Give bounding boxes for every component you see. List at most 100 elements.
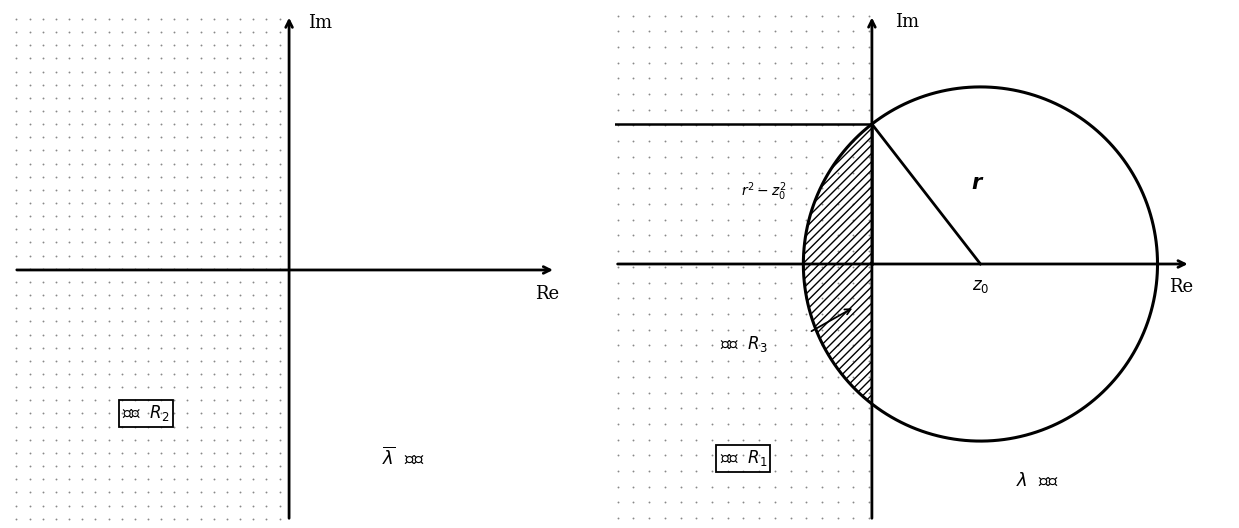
Point — [781, 373, 800, 381]
Point — [72, 331, 92, 339]
Point — [230, 409, 250, 418]
Text: 区域  $R_3$: 区域 $R_3$ — [720, 334, 767, 354]
Point — [217, 28, 237, 36]
Point — [138, 146, 157, 155]
Point — [191, 514, 211, 523]
Point — [781, 59, 800, 67]
Point — [46, 331, 66, 339]
Point — [230, 54, 250, 63]
Point — [270, 159, 290, 168]
Point — [717, 106, 737, 114]
Point — [256, 186, 276, 194]
Point — [717, 90, 737, 98]
Point — [812, 106, 831, 114]
Point — [59, 133, 79, 142]
Point — [859, 514, 878, 522]
Point — [764, 483, 784, 491]
Point — [125, 133, 145, 142]
Point — [639, 231, 659, 240]
Point — [256, 265, 276, 273]
Point — [733, 59, 753, 67]
Point — [125, 331, 145, 339]
Point — [655, 215, 675, 224]
Point — [608, 325, 628, 334]
Point — [112, 331, 131, 339]
Point — [6, 383, 26, 391]
Point — [243, 251, 263, 260]
Point — [655, 278, 675, 287]
Point — [177, 80, 197, 89]
Point — [72, 449, 92, 457]
Point — [655, 59, 675, 67]
Point — [217, 331, 237, 339]
Point — [59, 225, 79, 233]
Point — [6, 356, 26, 365]
Point — [256, 251, 276, 260]
Point — [733, 184, 753, 193]
Point — [217, 462, 237, 470]
Point — [46, 238, 66, 247]
Point — [256, 41, 276, 50]
Text: $z_0$: $z_0$ — [971, 278, 989, 295]
Point — [256, 356, 276, 365]
Point — [717, 200, 737, 208]
Point — [177, 396, 197, 404]
Point — [191, 133, 211, 142]
Point — [733, 278, 753, 287]
Point — [204, 436, 224, 444]
Point — [165, 436, 185, 444]
Point — [608, 451, 628, 459]
Point — [797, 498, 817, 507]
Point — [217, 291, 237, 299]
Point — [703, 294, 722, 303]
Point — [99, 93, 119, 102]
Point — [112, 54, 131, 63]
Point — [230, 67, 250, 76]
Point — [33, 107, 53, 115]
Point — [686, 388, 706, 397]
Point — [608, 357, 628, 365]
Point — [230, 514, 250, 523]
Point — [686, 262, 706, 271]
Point — [717, 121, 737, 130]
Point — [270, 173, 290, 181]
Point — [151, 15, 171, 23]
Point — [191, 54, 211, 63]
Point — [750, 59, 769, 67]
Point — [217, 409, 237, 418]
Point — [781, 43, 800, 51]
Point — [151, 356, 171, 365]
Point — [256, 383, 276, 391]
Point — [230, 436, 250, 444]
Point — [138, 120, 157, 128]
Point — [717, 467, 737, 475]
Point — [165, 356, 185, 365]
Point — [72, 436, 92, 444]
Point — [270, 291, 290, 299]
Point — [844, 27, 864, 35]
Point — [59, 212, 79, 220]
Point — [177, 159, 197, 168]
Point — [59, 28, 79, 36]
Point — [112, 173, 131, 181]
Point — [151, 186, 171, 194]
Point — [670, 514, 690, 522]
Point — [639, 451, 659, 459]
Point — [6, 54, 26, 63]
Point — [608, 153, 628, 161]
Point — [764, 184, 784, 193]
Point — [112, 278, 131, 286]
Point — [204, 344, 224, 352]
Point — [256, 514, 276, 523]
Point — [85, 28, 105, 36]
Point — [256, 449, 276, 457]
Point — [781, 420, 800, 428]
Point — [243, 173, 263, 181]
Point — [151, 291, 171, 299]
Point — [59, 107, 79, 115]
Point — [623, 483, 643, 491]
Point — [99, 265, 119, 273]
Point — [608, 121, 628, 130]
Point — [243, 331, 263, 339]
Point — [72, 462, 92, 470]
